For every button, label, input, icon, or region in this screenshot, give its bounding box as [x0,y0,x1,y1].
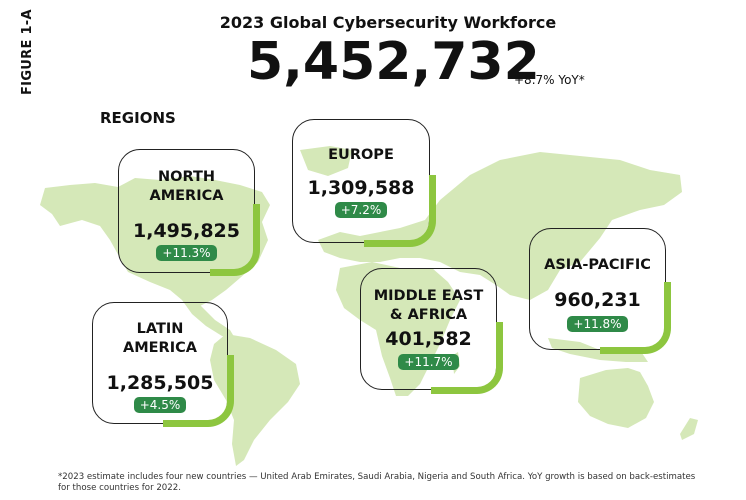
accent-arc [163,355,234,427]
region-name: MIDDLE EAST [373,288,484,304]
region-name: LATIN [136,321,184,337]
footnote: *2023 estimate includes four new countri… [58,472,696,493]
growth-badge: +11.3% [156,245,217,261]
total-yoy: +8.7% YoY* [514,73,585,87]
growth-badge: +7.2% [334,202,388,218]
page-title: 2023 Global Cybersecurity Workforce [219,13,557,32]
accent-arc [431,322,503,394]
region-name: AMERICA [149,188,224,204]
total-workforce: 5,452,732 [247,32,540,92]
accent-arc [600,282,671,354]
region-name: & AFRICA [389,307,468,323]
growth-badge: +11.7% [398,354,459,370]
region-name: ASIA-PACIFIC [544,257,651,273]
region-name: AMERICA [123,340,197,356]
accent-arc [364,175,436,247]
region-name: EUROPE [328,147,394,163]
region-name: NORTH [157,169,215,185]
regions-heading: REGIONS [100,109,176,127]
accent-arc [210,204,260,276]
